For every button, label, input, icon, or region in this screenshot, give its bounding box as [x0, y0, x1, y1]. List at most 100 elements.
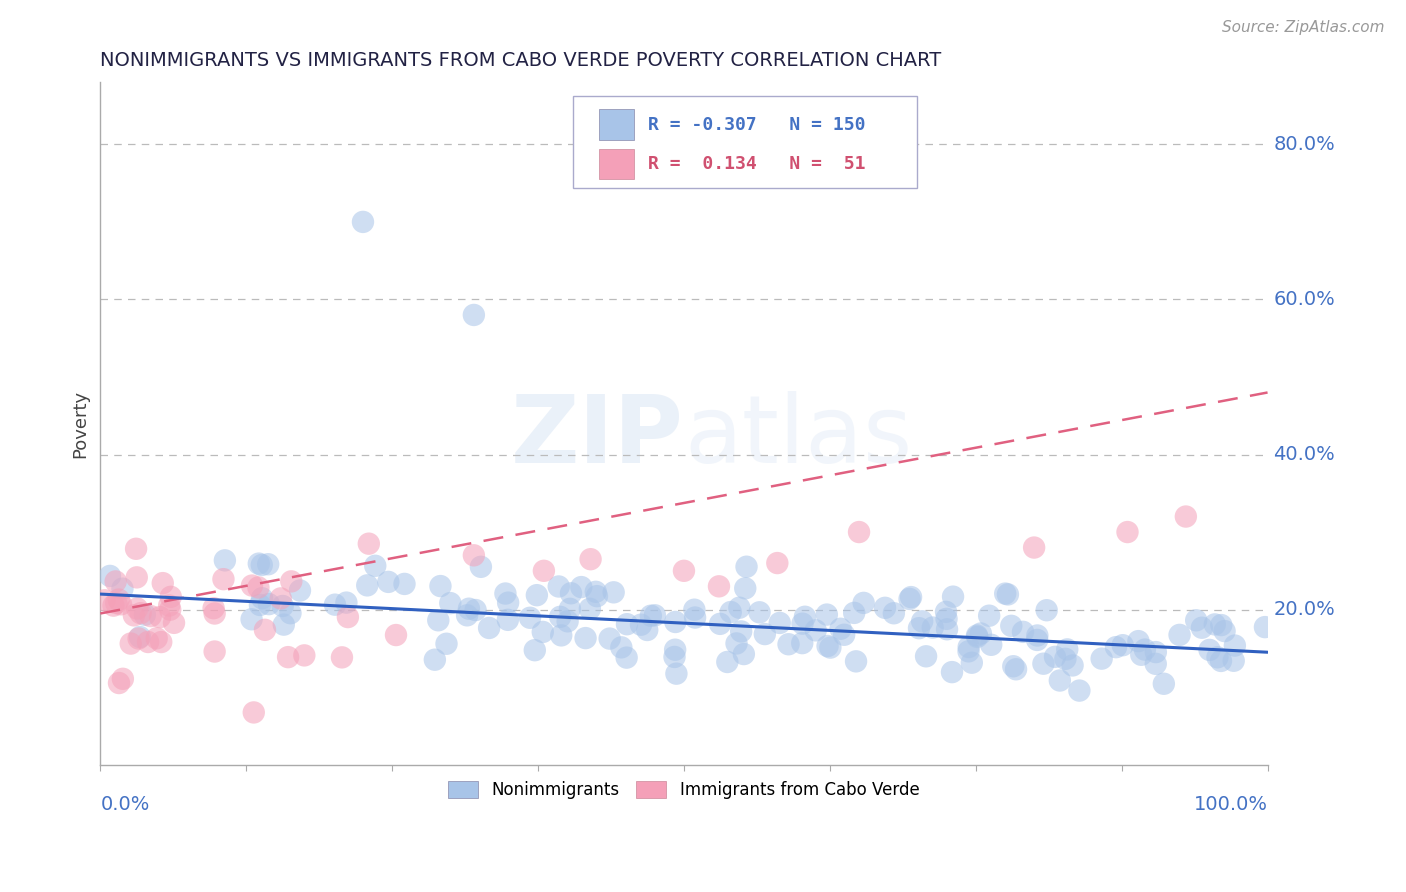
Text: ZIP: ZIP	[512, 392, 683, 483]
Point	[778, 637, 800, 651]
Point	[157, 599, 180, 613]
Point	[709, 616, 731, 631]
Point	[202, 601, 225, 615]
Point	[908, 621, 931, 635]
Point	[1069, 683, 1091, 698]
Point	[994, 586, 1017, 600]
Point	[832, 628, 855, 642]
Point	[242, 706, 264, 720]
Point	[1144, 645, 1167, 659]
Point	[1254, 620, 1277, 634]
Point	[249, 598, 271, 612]
Point	[1005, 662, 1028, 676]
Point	[103, 599, 125, 613]
Point	[494, 586, 516, 600]
Point	[1206, 650, 1229, 665]
Point	[531, 624, 554, 639]
Point	[150, 635, 173, 649]
Point	[754, 627, 776, 641]
Point	[108, 676, 131, 690]
Point	[356, 578, 378, 592]
Point	[720, 605, 742, 619]
Text: R =  0.134   N =  51: R = 0.134 N = 51	[648, 155, 865, 173]
Point	[104, 574, 127, 589]
Point	[915, 649, 938, 664]
Text: 60.0%: 60.0%	[1274, 290, 1336, 309]
Point	[385, 628, 408, 642]
Point	[848, 524, 870, 539]
Point	[1032, 657, 1054, 671]
Point	[550, 628, 572, 642]
Point	[1026, 628, 1049, 642]
Point	[1198, 643, 1220, 657]
Point	[111, 672, 134, 686]
Point	[844, 606, 866, 620]
Text: 20.0%: 20.0%	[1274, 600, 1336, 619]
Point	[683, 610, 706, 624]
Text: 80.0%: 80.0%	[1274, 135, 1336, 154]
Point	[599, 632, 621, 646]
Point	[427, 613, 450, 627]
Point	[336, 610, 359, 624]
Point	[439, 596, 461, 610]
Legend: Nonimmigrants, Immigrants from Cabo Verde: Nonimmigrants, Immigrants from Cabo Verd…	[440, 772, 928, 807]
Point	[560, 586, 582, 600]
Point	[129, 606, 152, 620]
Point	[960, 656, 983, 670]
Point	[280, 606, 302, 620]
Point	[970, 626, 993, 640]
Point	[149, 610, 172, 624]
Point	[1153, 677, 1175, 691]
Point	[105, 596, 128, 610]
Point	[980, 638, 1002, 652]
Point	[204, 607, 226, 621]
Point	[1223, 639, 1246, 653]
Point	[1213, 624, 1236, 638]
Point	[997, 587, 1019, 601]
Point	[547, 579, 569, 593]
Point	[1091, 651, 1114, 665]
Point	[911, 615, 934, 629]
Point	[557, 615, 579, 629]
Point	[748, 605, 770, 619]
Point	[122, 608, 145, 623]
Point	[288, 583, 311, 598]
Point	[817, 639, 839, 653]
Point	[1035, 603, 1057, 617]
Point	[966, 628, 988, 642]
Point	[942, 590, 965, 604]
Point	[159, 602, 181, 616]
Point	[357, 537, 380, 551]
Point	[214, 553, 236, 567]
Point	[152, 576, 174, 591]
Point	[253, 623, 276, 637]
Point	[1209, 654, 1232, 668]
Point	[330, 650, 353, 665]
Point	[883, 607, 905, 621]
Point	[935, 605, 957, 619]
Point	[134, 607, 156, 622]
Point	[145, 632, 167, 646]
Point	[636, 623, 658, 637]
Point	[735, 559, 758, 574]
Point	[579, 602, 602, 616]
Point	[792, 616, 814, 631]
Point	[1049, 673, 1071, 688]
Point	[127, 601, 149, 615]
Point	[139, 609, 162, 624]
Point	[845, 654, 868, 668]
Point	[935, 612, 957, 626]
Point	[1130, 648, 1153, 662]
Point	[683, 603, 706, 617]
Point	[523, 643, 546, 657]
Point	[125, 570, 148, 584]
Point	[240, 612, 263, 626]
Point	[728, 600, 751, 615]
Point	[1211, 618, 1233, 632]
Point	[240, 578, 263, 592]
Point	[1144, 657, 1167, 671]
Text: Source: ZipAtlas.com: Source: ZipAtlas.com	[1222, 20, 1385, 35]
Point	[271, 599, 294, 613]
Point	[579, 552, 602, 566]
Point	[496, 596, 519, 610]
